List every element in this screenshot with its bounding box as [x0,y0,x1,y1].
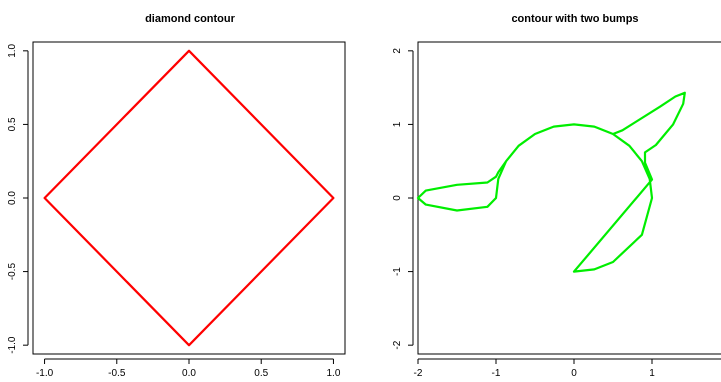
y-tick-label: 0.0 [7,191,18,205]
panel-title: diamond contour [145,13,236,25]
x-tick-label: 0.5 [254,368,268,379]
y-tick-label: 0 [392,195,403,201]
contour-line [43,49,335,347]
x-tick-label: 1.0 [326,368,340,379]
y-tick-label: -1 [392,267,403,276]
x-tick-label: 1 [649,368,655,379]
y-tick-label: -2 [392,340,403,349]
y-tick-label: 1.0 [7,43,18,57]
x-tick-label: -1.0 [36,368,54,379]
contour-line [416,91,686,273]
y-tick-label: 1 [392,121,403,127]
series-layer [43,49,335,347]
plot-area-box [417,41,721,355]
x-tick-label: -0.5 [108,368,126,379]
plot-area-box [32,41,346,355]
series-layer [416,91,686,273]
y-tick-label: -0.5 [7,263,18,281]
axes-layer: -1.0 -0.5 0.0 0.5 1.0 -1.0 -0.5 0.0 0.5 1.0 [7,43,341,379]
y-tick-label: 0.5 [7,117,18,131]
y-tick-label: -1.0 [7,336,18,354]
x-tick-label: -1 [492,368,501,379]
x-tick-label: 0 [571,368,577,379]
y-tick-label: 2 [392,48,403,54]
x-tick-label: -2 [414,368,423,379]
x-tick-label: 0.0 [182,368,196,379]
panel-title: contour with two bumps [511,13,638,25]
diamond-contour-panel: diamond contour -1.0 -0.5 0.0 0.5 1.0 -1.0 -0.… [7,13,346,379]
